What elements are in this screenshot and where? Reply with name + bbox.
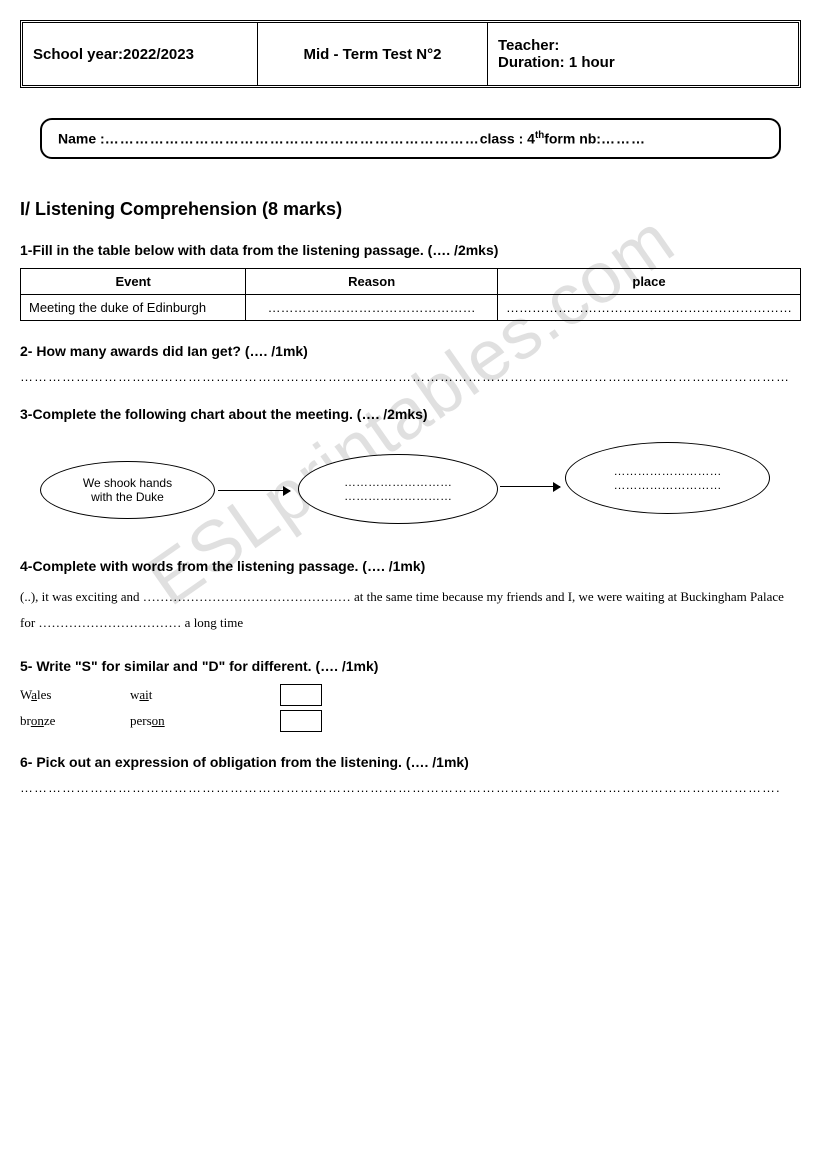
q1-text: 1-Fill in the table below with data from… — [20, 242, 801, 258]
q1-td-reason[interactable]: ………………………………………… — [246, 294, 498, 320]
q4-text: 4-Complete with words from the listening… — [20, 558, 801, 574]
q6-text: 6- Pick out an expression of obligation … — [20, 754, 801, 770]
q1-table: Event Reason place Meeting the duke of E… — [20, 268, 801, 321]
header-box: School year:2022/2023 Mid - Term Test N°… — [20, 20, 801, 88]
q1-td-place[interactable]: ………………………………………………………… — [498, 294, 801, 320]
q3-bubble-1: We shook hands with the Duke — [40, 461, 215, 519]
q6-line[interactable]: …………………………………………………………………………………………………………… — [20, 780, 801, 795]
q1-th-place: place — [498, 268, 801, 294]
name-label: Name : — [58, 131, 105, 147]
q3-bubble-2[interactable]: ……………………… ……………………… — [298, 454, 498, 524]
header-school-year: School year:2022/2023 — [23, 23, 258, 85]
teacher-label: Teacher: — [498, 37, 788, 54]
q5-r2-w2: person — [130, 713, 280, 729]
q5-r1-w2: wait — [130, 687, 280, 703]
q1-th-event: Event — [21, 268, 246, 294]
q5-r1-box[interactable] — [280, 684, 322, 706]
q3-b1-l2: with the Duke — [91, 490, 164, 504]
q4-body: (..), it was exciting and ……………………………………… — [20, 584, 801, 636]
q5-r1-w1: Wales — [20, 687, 130, 703]
form-label: form nb: — [544, 131, 601, 147]
section-title: I/ Listening Comprehension (8 marks) — [20, 199, 801, 220]
q3-b3-l1: ……………………… — [614, 464, 722, 478]
duration-label: Duration: 1 hour — [498, 54, 788, 71]
q5-r2-w1: bronze — [20, 713, 130, 729]
q4-pre: (..), it was exciting and — [20, 589, 143, 604]
q1-th-reason: Reason — [246, 268, 498, 294]
header-right: Teacher: Duration: 1 hour — [488, 23, 798, 85]
q2-text: 2- How many awards did Ian get? (…. /1mk… — [20, 343, 801, 359]
q3-bubble-3[interactable]: ……………………… ……………………… — [565, 442, 770, 514]
name-box: Name :…………………………………………………………………class : 4… — [40, 118, 781, 159]
class-label: class : 4 — [480, 131, 535, 147]
q2-line[interactable]: …………………………………………………………………………………………………………… — [20, 369, 801, 384]
q5-text: 5- Write "S" for similar and "D" for dif… — [20, 658, 801, 674]
header-title: Mid - Term Test N°2 — [258, 23, 488, 85]
arrow-2-icon — [500, 486, 560, 488]
q4-blank1[interactable]: ………………………………………… — [143, 589, 351, 604]
q5-row-2: bronze person — [20, 710, 801, 732]
q4-end: a long time — [181, 615, 243, 630]
class-sup: th — [535, 130, 544, 141]
q4-blank2[interactable]: …………………………… — [38, 615, 181, 630]
q5-rows: Wales wait bronze person — [20, 684, 801, 732]
q3-chart: We shook hands with the Duke ……………………… …… — [20, 436, 801, 536]
arrow-1-icon — [218, 490, 290, 492]
q5-r2-box[interactable] — [280, 710, 322, 732]
form-dots[interactable]: ……… — [601, 131, 646, 147]
q5-row-1: Wales wait — [20, 684, 801, 706]
q3-b1-l1: We shook hands — [83, 476, 172, 490]
q1-td-event: Meeting the duke of Edinburgh — [21, 294, 246, 320]
q3-b2-l1: ……………………… — [344, 475, 452, 489]
q3-b3-l2: ……………………… — [614, 478, 722, 492]
q3-text: 3-Complete the following chart about the… — [20, 406, 801, 422]
name-dots[interactable]: ………………………………………………………………… — [105, 131, 480, 147]
q3-b2-l2: ……………………… — [344, 489, 452, 503]
